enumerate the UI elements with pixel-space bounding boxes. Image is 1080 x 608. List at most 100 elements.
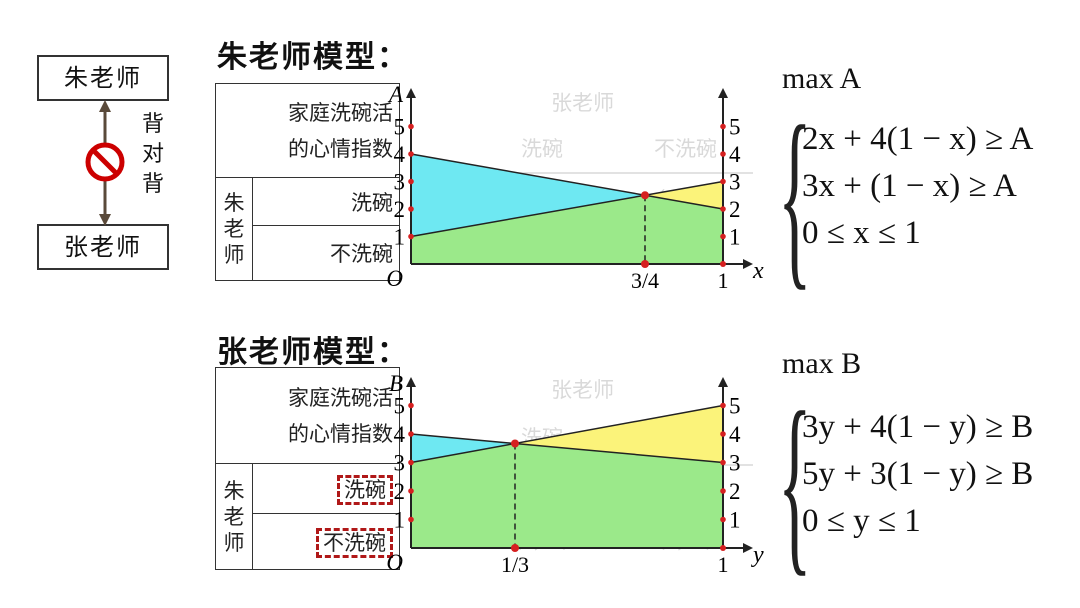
left-tick-label: 2 <box>394 479 406 504</box>
right-region <box>645 181 723 209</box>
x-axis-arrow <box>743 543 753 553</box>
left-tick-label: 4 <box>394 142 406 167</box>
intersection-x-point <box>641 260 649 268</box>
model2-row2-label: 不洗碗 <box>316 527 393 558</box>
left-tick-label: 5 <box>394 394 406 419</box>
y-axis-right-arrow <box>718 377 728 387</box>
no-sign-icon <box>85 142 125 182</box>
right-tick-point <box>720 233 726 240</box>
left-tick-label: 3 <box>394 451 406 476</box>
x-tick-label: 1 <box>718 552 729 577</box>
right-tick-point <box>720 459 726 466</box>
left-tick-point <box>408 123 414 130</box>
row-group-char: 老 <box>223 217 245 241</box>
model2-brace: { <box>778 372 812 593</box>
left-region <box>411 154 645 237</box>
faded-header: 张老师 <box>551 378 614 402</box>
left-tick-point <box>408 206 414 212</box>
left-tick-point <box>408 488 414 494</box>
faded-col1: 洗碗 <box>521 137 563 161</box>
top-person-box: 朱老师 <box>37 55 169 101</box>
right-tick-label: 2 <box>729 197 741 222</box>
model1-row-group: 朱 老 师 <box>215 177 253 281</box>
model2-row-group: 朱 老 师 <box>215 463 253 570</box>
right-tick-label: 1 <box>729 508 741 533</box>
intersection-point <box>641 191 649 200</box>
constraint-line-1 <box>410 153 724 210</box>
model1-constraint-2: 3x + (1 − x) ≥ A <box>802 168 1017 204</box>
model1-constraints: 2x + 4(1 − x) ≥ A 3x + (1 − x) ≥ A 0 ≤ x… <box>802 116 1033 257</box>
right-tick-point <box>720 151 726 157</box>
origin-label: O <box>386 550 403 575</box>
model1-row1: 洗碗 <box>252 177 400 226</box>
left-tick-label: 4 <box>394 422 406 447</box>
x-tick-label: 1 <box>718 268 729 293</box>
right-tick-point <box>720 431 726 437</box>
model2-header-line2: 的心情指数 <box>288 421 393 446</box>
right-tick-label: 5 <box>729 394 741 419</box>
right-tick-point <box>720 402 726 409</box>
relation-char: 背 <box>141 172 164 197</box>
model2-constraint-1: 3y + 4(1 − y) ≥ B <box>802 409 1034 445</box>
row-group-char: 老 <box>223 504 245 529</box>
right-tick-point <box>720 178 726 185</box>
left-tick-label: 5 <box>394 115 406 140</box>
intersection-x-point <box>511 544 519 552</box>
row-group-char: 师 <box>223 243 245 267</box>
constraint-line-2 <box>410 180 724 238</box>
x-axis-arrow <box>743 259 753 269</box>
right-tick-point <box>720 488 726 494</box>
model2-row1-label: 洗碗 <box>337 474 393 505</box>
x-end-point <box>720 545 726 551</box>
right-tick-label: 4 <box>729 422 741 447</box>
model1-objective: max A <box>782 62 862 95</box>
model1-constraint-3: 0 ≤ x ≤ 1 <box>802 215 921 251</box>
y-axis-label: B <box>389 371 403 396</box>
back-to-back-arrow <box>85 100 125 226</box>
origin-label: O <box>386 266 403 291</box>
left-tick-label: 3 <box>394 170 406 195</box>
model1-header-line2: 的心情指数 <box>288 136 393 161</box>
model2-header-line1: 家庭洗碗活 <box>288 385 393 410</box>
model2-chart: 张老师洗碗不洗碗（2，3）（3，4）（4，5）（1，3）1122334455By… <box>386 371 764 577</box>
model2-table: 家庭洗碗活 的心情指数 朱 老 师 洗碗 不洗碗 <box>215 367 400 570</box>
model1-constraint-1: 2x + 4(1 − x) ≥ A <box>802 121 1034 157</box>
row-group-char: 朱 <box>223 191 245 215</box>
model2-objective: max B <box>782 347 862 380</box>
model1-chart: 张老师洗碗不洗碗（2，1）（3，2）（4，5）（1，3）1122334455Ax… <box>386 82 764 293</box>
right-tick-label: 3 <box>729 170 741 195</box>
x-axis-label: y <box>751 542 764 568</box>
constraint-line-2 <box>410 404 724 464</box>
model2-row1: 洗碗 <box>252 463 400 514</box>
right-tick-label: 4 <box>729 142 741 167</box>
x-end-point <box>720 261 726 267</box>
model2-constraint-2: 5y + 3(1 − y) ≥ B <box>802 456 1034 492</box>
constraint-line-1 <box>410 433 724 464</box>
left-tick-point <box>408 459 414 466</box>
left-tick-label: 1 <box>394 225 406 250</box>
model2-row2: 不洗碗 <box>252 513 400 570</box>
right-tick-label: 3 <box>729 451 741 476</box>
relation-char: 背 <box>141 112 164 137</box>
right-tick-point <box>720 206 726 212</box>
model1-header-line1: 家庭洗碗活 <box>288 100 393 125</box>
model2-constraints: 3y + 4(1 − y) ≥ B 5y + 3(1 − y) ≥ B 0 ≤ … <box>802 404 1033 545</box>
x-tick-label: 1/3 <box>501 552 529 577</box>
model1-title: 朱老师模型： <box>217 40 409 75</box>
left-tick-label: 1 <box>394 508 406 533</box>
model2-title: 张老师模型： <box>217 335 409 370</box>
left-tick-point <box>408 178 414 185</box>
right-tick-label: 5 <box>729 115 741 140</box>
feasible-region <box>411 443 723 548</box>
left-tick-point <box>408 431 414 437</box>
model1-table: 家庭洗碗活 的心情指数 朱 老 师 洗碗 不洗碗 <box>215 83 400 281</box>
right-tick-point <box>720 516 726 523</box>
y-axis-left-arrow <box>406 88 416 98</box>
y-axis-label: A <box>387 82 404 107</box>
model1-table-header: 家庭洗碗活 的心情指数 <box>215 83 400 178</box>
bottom-person-box: 张老师 <box>37 224 169 270</box>
left-tick-label: 2 <box>394 197 406 222</box>
model1-brace: { <box>778 86 812 307</box>
right-tick-label: 1 <box>729 225 741 250</box>
y-axis-right-arrow <box>718 88 728 98</box>
